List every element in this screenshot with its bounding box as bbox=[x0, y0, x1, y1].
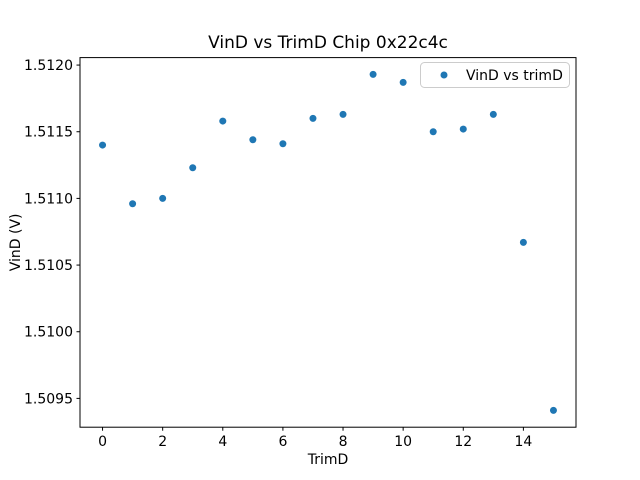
data-point bbox=[309, 114, 317, 122]
y-tick-label: 1.5095 bbox=[24, 391, 73, 407]
y-axis-label: VinD (V) bbox=[8, 214, 24, 272]
y-tick-label: 1.5105 bbox=[24, 258, 73, 274]
y-tick-label: 1.5120 bbox=[24, 58, 73, 74]
y-tick-label: 1.5110 bbox=[24, 191, 73, 207]
x-tick-label: 2 bbox=[158, 434, 167, 450]
y-axis-ticks: 1.5095 1.5100 1.5105 1.5110 1.5115 1.5120 bbox=[24, 58, 80, 407]
data-point bbox=[339, 110, 347, 118]
data-point bbox=[549, 406, 557, 414]
data-point bbox=[399, 78, 407, 86]
legend: VinD vs trimD bbox=[420, 62, 570, 88]
x-tick-label: 12 bbox=[454, 434, 472, 450]
data-point bbox=[189, 164, 197, 172]
x-tick-label: 8 bbox=[339, 434, 348, 450]
y-tick-label: 1.5100 bbox=[24, 325, 73, 341]
legend-marker-icon bbox=[440, 71, 448, 79]
x-tick-label: 10 bbox=[394, 434, 412, 450]
plot-area-border bbox=[79, 57, 577, 428]
x-axis-label: TrimD bbox=[307, 452, 349, 468]
chart-title: VinD vs TrimD Chip 0x22c4c bbox=[208, 33, 448, 53]
legend-box bbox=[420, 62, 570, 88]
x-tick-label: 6 bbox=[278, 434, 287, 450]
data-point bbox=[279, 140, 287, 148]
data-point bbox=[99, 141, 107, 149]
data-point bbox=[249, 136, 257, 144]
x-tick-label: 4 bbox=[218, 434, 227, 450]
data-point bbox=[459, 125, 467, 133]
data-point bbox=[129, 200, 137, 208]
x-tick-label: 14 bbox=[514, 434, 532, 450]
data-point bbox=[519, 238, 527, 246]
x-axis-ticks: 0 2 4 6 8 10 12 14 bbox=[98, 427, 532, 450]
y-tick-label: 1.5115 bbox=[24, 125, 73, 141]
data-point bbox=[429, 128, 437, 136]
scatter-points bbox=[99, 70, 557, 414]
data-point bbox=[159, 194, 167, 202]
x-tick-label: 0 bbox=[98, 434, 107, 450]
data-point bbox=[369, 70, 377, 78]
legend-label: VinD vs trimD bbox=[466, 68, 563, 84]
data-point bbox=[489, 110, 497, 118]
data-point bbox=[219, 117, 227, 125]
